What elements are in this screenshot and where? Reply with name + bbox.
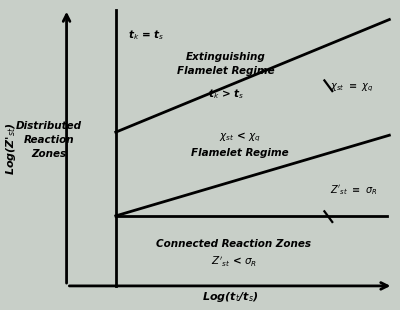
Text: Connected Reaction Zones
$Z'_{st}$ < $\sigma_R$: Connected Reaction Zones $Z'_{st}$ < $\s… <box>156 239 311 269</box>
Text: Extinguishing
Flamelet Regime: Extinguishing Flamelet Regime <box>177 52 275 76</box>
Text: $\chi_{st}$ $\equiv$ $\chi_{q}$: $\chi_{st}$ $\equiv$ $\chi_{q}$ <box>330 82 374 94</box>
Text: $\chi_{st}$ < $\chi_{q}$
Flamelet Regime: $\chi_{st}$ < $\chi_{q}$ Flamelet Regime <box>191 131 288 158</box>
Text: Distributed
Reaction
Zones: Distributed Reaction Zones <box>16 121 82 159</box>
Text: $Z'_{st}$ $\equiv$ $\sigma_R$: $Z'_{st}$ $\equiv$ $\sigma_R$ <box>330 183 378 197</box>
Text: t$_k$ > t$_s$: t$_k$ > t$_s$ <box>208 87 244 101</box>
Text: t$_k$ = t$_s$: t$_k$ = t$_s$ <box>128 28 164 42</box>
Text: Log(Z'$_{st}$): Log(Z'$_{st}$) <box>4 122 18 175</box>
Text: Log(t$_t$/t$_s$): Log(t$_t$/t$_s$) <box>202 290 258 304</box>
